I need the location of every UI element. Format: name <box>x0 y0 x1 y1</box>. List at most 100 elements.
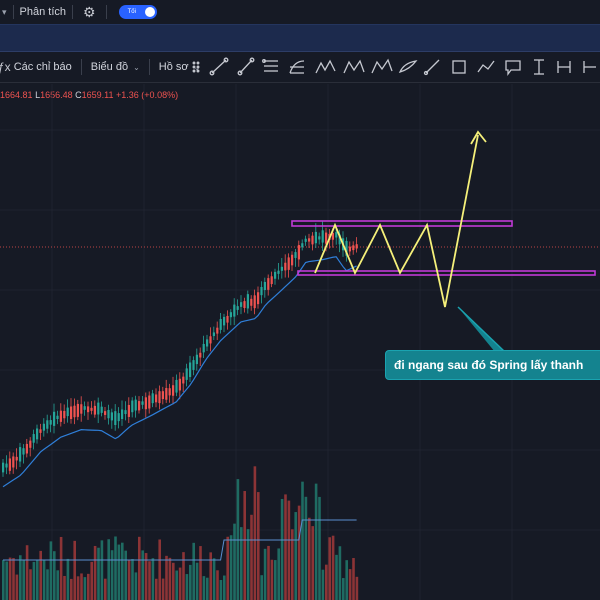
ohlc-high: 1664.81 <box>0 90 33 100</box>
gear-icon[interactable]: ⚙ <box>83 3 96 20</box>
parallel-channel-icon[interactable] <box>262 59 278 72</box>
volume-bar <box>342 578 345 600</box>
path-icon[interactable] <box>477 60 495 73</box>
candle <box>134 399 137 411</box>
candle <box>178 378 181 391</box>
volume-bar <box>46 569 49 600</box>
ray-icon[interactable] <box>237 57 255 76</box>
ohlc-close-key: C <box>75 90 82 100</box>
volume-bar <box>321 569 325 600</box>
pen-icon[interactable] <box>423 59 440 76</box>
candle <box>287 257 290 270</box>
candle <box>100 406 103 413</box>
resistance-channel[interactable] <box>291 220 513 227</box>
candle <box>87 406 90 413</box>
analysis-menu[interactable]: Phân tích <box>19 6 67 18</box>
candle <box>260 286 263 296</box>
ohlc-change: +1.36 (+0.08%) <box>116 90 179 100</box>
callout-icon[interactable] <box>505 60 521 76</box>
candle <box>107 409 110 419</box>
volume-bar <box>182 552 185 600</box>
candle <box>127 404 130 417</box>
annotation-callout[interactable]: đi ngang sau đó Spring lấy thanh <box>385 350 600 380</box>
candle <box>114 411 117 426</box>
candle <box>325 232 328 244</box>
divider <box>148 59 150 75</box>
ohlc-close: 1659.11 <box>81 90 114 100</box>
candle <box>206 339 209 347</box>
candle <box>56 415 59 420</box>
volume-bar <box>263 548 267 600</box>
date-range-icon[interactable] <box>557 61 571 73</box>
elliott-wave-icon[interactable] <box>371 58 393 74</box>
price-chart[interactable] <box>0 84 600 600</box>
volume-bar <box>226 536 229 600</box>
volume-bar <box>134 572 138 600</box>
candle <box>138 401 141 411</box>
candle <box>131 400 134 413</box>
volume-bar <box>59 536 63 600</box>
chart-type-label: Biểu đồ <box>90 61 129 73</box>
ohlc-legend: 1664.81 L1656.48 C1659.11 +1.36 (+0.08%) <box>0 90 178 100</box>
candle <box>15 456 18 461</box>
volume-bar <box>277 548 280 600</box>
volume-bar <box>352 558 355 600</box>
volume-bar <box>155 578 158 600</box>
caret-down-icon[interactable]: ▾ <box>2 6 7 17</box>
volume-bar <box>124 550 127 600</box>
volume-bar <box>311 526 314 600</box>
volume-bar <box>29 569 32 600</box>
projection-path[interactable] <box>314 134 479 308</box>
volume-bar <box>104 578 107 600</box>
volume-bar <box>168 557 172 600</box>
abcd-pattern-icon[interactable] <box>343 59 365 74</box>
volume-bar <box>287 500 291 600</box>
candle <box>168 388 171 396</box>
volume-bar <box>73 540 76 600</box>
trend-line-icon[interactable] <box>209 57 229 76</box>
candle <box>209 336 212 344</box>
candle <box>297 245 300 260</box>
candle <box>25 443 28 454</box>
candle <box>270 276 273 285</box>
volume-bar <box>260 575 263 600</box>
volume-bar <box>206 577 209 600</box>
price-range-icon[interactable] <box>534 59 544 75</box>
candle <box>59 410 62 422</box>
brush-icon[interactable] <box>398 60 418 74</box>
candle <box>2 462 5 473</box>
drag-handle-icon[interactable] <box>192 61 200 73</box>
volume-bar <box>216 570 219 600</box>
chart-type-button[interactable]: Biểu đồ ⌄ <box>91 61 140 73</box>
candle <box>243 301 246 309</box>
candle <box>250 298 253 306</box>
theme-toggle[interactable]: Tối <box>118 5 157 19</box>
candle <box>121 409 124 420</box>
indicators-button[interactable]: ƒx Các chỉ báo <box>0 60 72 74</box>
fib-icon[interactable] <box>289 60 305 74</box>
volume-bar <box>274 560 277 600</box>
volume-bar <box>36 559 39 600</box>
candle <box>345 240 348 256</box>
volume-bar <box>2 560 5 600</box>
candle <box>144 397 147 410</box>
candle <box>97 402 100 415</box>
candle <box>5 463 8 468</box>
indicators-icon: ƒx <box>0 60 11 74</box>
volume-bar <box>63 575 66 600</box>
candle <box>301 243 304 248</box>
rectangle-icon[interactable] <box>452 60 466 74</box>
candle <box>148 395 151 409</box>
indicators-label: Các chỉ báo <box>13 61 72 73</box>
support-channel[interactable] <box>297 270 596 276</box>
volume-bar <box>209 552 212 600</box>
candle <box>291 254 294 266</box>
volume-bar <box>297 505 301 600</box>
measure-icon[interactable] <box>583 61 596 73</box>
candle <box>318 236 321 240</box>
candle <box>36 428 39 440</box>
volume-bar <box>240 527 243 600</box>
xabcd-pattern-icon[interactable] <box>315 59 336 74</box>
volume-bar <box>304 496 308 600</box>
candle <box>66 407 69 417</box>
